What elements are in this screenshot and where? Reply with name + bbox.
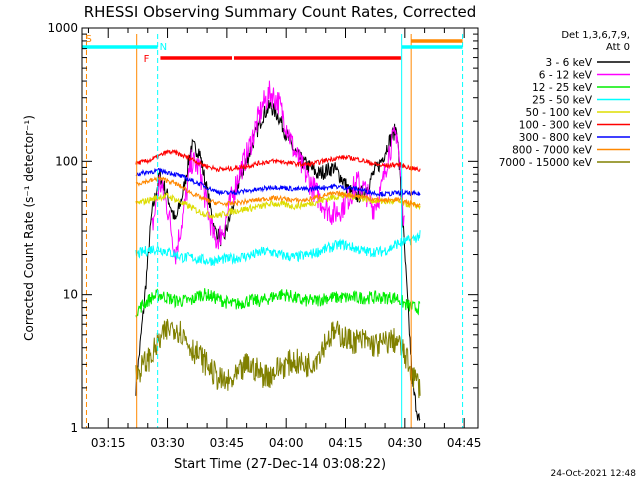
x-tick-label: 03:30 <box>150 436 185 450</box>
annotation-flare: F <box>144 54 150 65</box>
legend-label-2: 12 - 25 keV <box>532 82 593 94</box>
chart-title: RHESSI Observing Summary Count Rates, Co… <box>84 3 477 21</box>
series-line-2 <box>135 288 421 318</box>
x-tick-label: 04:15 <box>328 436 363 450</box>
x-axis-label: Start Time (27-Dec-14 03:08:22) <box>174 457 386 472</box>
x-tick-label: 04:45 <box>447 436 482 450</box>
series-line-8 <box>135 318 421 399</box>
y-tick-label: 10 <box>63 288 78 302</box>
legend-label-5: 100 - 300 keV <box>519 120 593 132</box>
axes: 1 10 100 1000 03:15 03:30 03:45 04:00 04:15 04:30… <box>47 21 481 450</box>
legend-label-3: 25 - 50 keV <box>532 95 593 107</box>
annotation-night: N <box>160 42 167 53</box>
y-tick-label: 1000 <box>47 21 78 35</box>
legend-label-4: 50 - 100 keV <box>525 107 592 119</box>
legend-label-1: 6 - 12 keV <box>539 70 593 82</box>
x-tick-label: 03:15 <box>91 436 126 450</box>
legend-label-7: 800 - 7000 keV <box>512 145 593 157</box>
series-line-1 <box>151 80 405 265</box>
series-line-4 <box>135 192 421 221</box>
legend-header-0: Det 1,3,6,7,9, <box>561 30 630 41</box>
legend-label-0: 3 - 6 keV <box>545 57 592 69</box>
legend-label-8: 7000 - 15000 keV <box>499 157 593 169</box>
generation-timestamp: 24-Oct-2021 12:48 <box>551 469 637 479</box>
annotation-saa: S <box>85 34 91 45</box>
plot-frame <box>81 27 479 429</box>
series-line-7 <box>135 175 421 208</box>
y-tick-label: 100 <box>55 154 78 168</box>
series-line-6 <box>135 167 421 198</box>
y-axis-label: Corrected Count Rate (s⁻¹ detector⁻¹) <box>22 115 36 341</box>
legend-header-1: Att 0 <box>606 42 630 53</box>
x-tick-label: 04:00 <box>269 436 304 450</box>
series-line-5 <box>135 149 421 173</box>
series-line-3 <box>135 230 421 266</box>
y-tick-label: 1 <box>70 421 78 435</box>
x-tick-label: 03:45 <box>210 436 245 450</box>
series-traces <box>135 80 421 421</box>
legend-label-6: 300 - 800 keV <box>519 132 593 144</box>
x-tick-label: 04:30 <box>388 436 423 450</box>
